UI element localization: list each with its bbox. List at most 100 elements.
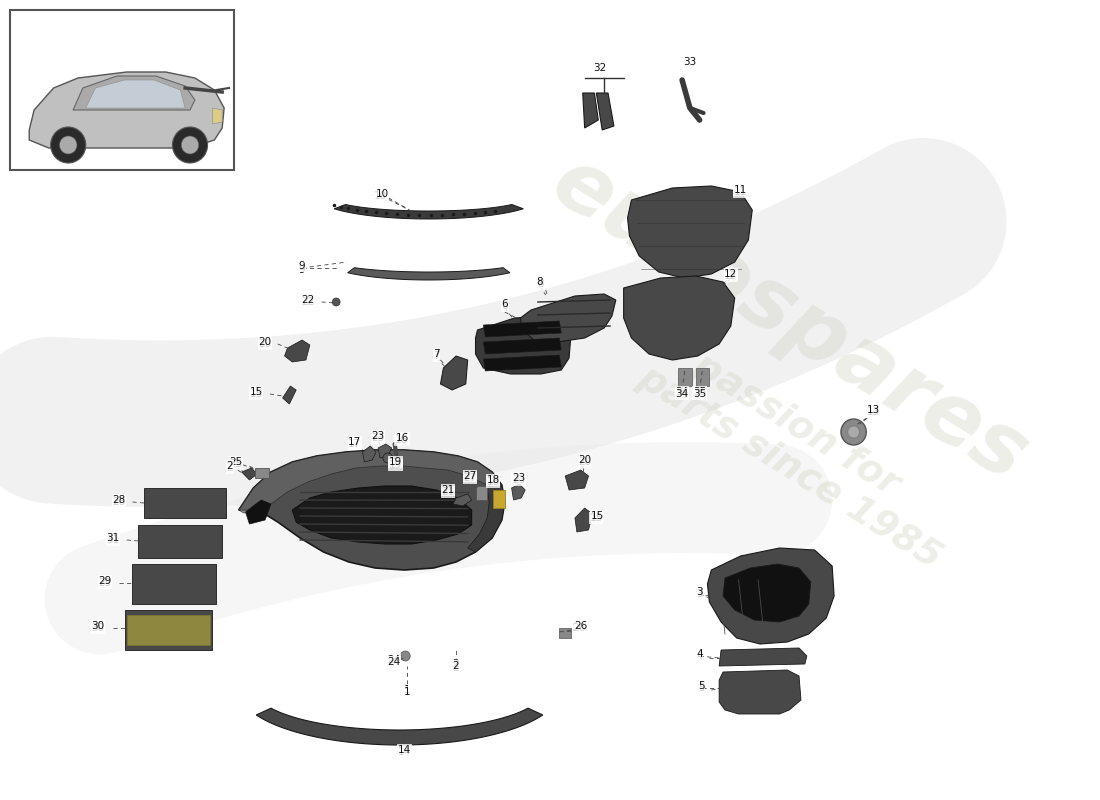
Text: 34: 34	[675, 389, 689, 399]
Text: 20: 20	[579, 457, 591, 467]
Polygon shape	[30, 72, 224, 148]
Text: eurospares: eurospares	[537, 141, 1042, 499]
Text: 7: 7	[433, 349, 440, 359]
Text: 11: 11	[734, 187, 747, 197]
Text: 4: 4	[696, 651, 703, 661]
Polygon shape	[475, 316, 571, 374]
Text: 22: 22	[301, 297, 315, 307]
Text: 29: 29	[99, 578, 112, 588]
Polygon shape	[512, 484, 525, 500]
Text: 25: 25	[229, 459, 242, 469]
Polygon shape	[719, 648, 806, 666]
Text: 28: 28	[112, 497, 125, 507]
Polygon shape	[124, 610, 212, 650]
Text: 6: 6	[502, 299, 508, 309]
Text: 8: 8	[537, 277, 543, 287]
Bar	[695, 368, 710, 386]
Text: 2: 2	[453, 663, 460, 673]
Polygon shape	[707, 548, 834, 644]
Text: 33: 33	[683, 57, 696, 67]
Polygon shape	[483, 338, 561, 354]
Circle shape	[173, 127, 208, 163]
Text: 24: 24	[387, 655, 400, 665]
Text: 14: 14	[398, 745, 411, 755]
Text: 15: 15	[250, 389, 263, 399]
Polygon shape	[73, 76, 195, 110]
Text: 6: 6	[502, 301, 508, 311]
Text: 14: 14	[398, 747, 411, 757]
Text: 27: 27	[463, 473, 476, 483]
Polygon shape	[719, 670, 801, 714]
Text: 26: 26	[574, 621, 587, 631]
Polygon shape	[575, 508, 593, 532]
Text: 10: 10	[375, 189, 388, 199]
Polygon shape	[256, 708, 542, 745]
Text: 4: 4	[696, 649, 703, 659]
Text: 1: 1	[404, 687, 410, 697]
Polygon shape	[520, 294, 616, 342]
Polygon shape	[565, 470, 588, 490]
Text: 2: 2	[453, 659, 460, 669]
Polygon shape	[453, 494, 472, 506]
Text: 30: 30	[91, 621, 104, 631]
Text: 2: 2	[453, 661, 460, 671]
Text: 28: 28	[112, 495, 125, 505]
Polygon shape	[212, 108, 222, 124]
Text: 9: 9	[299, 261, 306, 271]
Text: 5: 5	[698, 683, 705, 693]
Text: 20: 20	[579, 455, 591, 465]
Text: 17: 17	[348, 437, 361, 447]
FancyArrowPatch shape	[100, 498, 777, 599]
Circle shape	[840, 419, 867, 445]
Bar	[679, 368, 692, 386]
Text: parts since 1985: parts since 1985	[631, 360, 948, 576]
Text: 24: 24	[387, 657, 400, 667]
FancyArrowPatch shape	[52, 222, 923, 424]
Polygon shape	[596, 93, 614, 130]
Text: 16: 16	[396, 433, 409, 443]
Polygon shape	[242, 468, 257, 480]
Circle shape	[182, 136, 199, 154]
Text: 29: 29	[99, 576, 112, 586]
Polygon shape	[483, 321, 561, 337]
Bar	[475, 486, 487, 500]
Polygon shape	[440, 356, 467, 390]
Text: 20: 20	[258, 339, 272, 349]
Text: 34: 34	[675, 387, 689, 397]
Text: 19: 19	[389, 460, 403, 470]
Text: 27: 27	[463, 471, 476, 481]
Text: 12: 12	[724, 269, 737, 279]
Text: 12: 12	[724, 271, 737, 281]
Text: 8: 8	[538, 279, 544, 289]
Text: 19: 19	[389, 457, 403, 467]
Polygon shape	[139, 525, 222, 558]
Text: 31: 31	[107, 533, 120, 543]
Bar	[559, 628, 571, 638]
Polygon shape	[378, 444, 392, 458]
Text: 3: 3	[696, 587, 703, 597]
Text: 21: 21	[441, 485, 455, 495]
Bar	[493, 490, 505, 508]
Text: 35: 35	[693, 387, 706, 397]
Text: 20: 20	[258, 337, 272, 347]
Text: 30: 30	[91, 623, 104, 633]
Text: 1: 1	[404, 685, 410, 695]
Polygon shape	[468, 480, 505, 552]
Polygon shape	[245, 500, 271, 524]
Polygon shape	[583, 93, 598, 128]
Polygon shape	[624, 276, 735, 360]
Text: 23: 23	[512, 473, 525, 483]
Text: 35: 35	[693, 389, 706, 399]
Polygon shape	[285, 340, 310, 362]
Text: 22: 22	[301, 295, 315, 305]
Text: 18: 18	[486, 477, 499, 487]
Polygon shape	[363, 446, 376, 462]
Circle shape	[848, 426, 859, 438]
Text: 23: 23	[512, 475, 525, 485]
Text: 9: 9	[299, 265, 306, 275]
Text: 5: 5	[698, 681, 705, 691]
Circle shape	[59, 136, 77, 154]
Text: 7: 7	[433, 351, 440, 361]
Text: 16: 16	[395, 435, 408, 445]
Text: 11: 11	[734, 185, 747, 195]
